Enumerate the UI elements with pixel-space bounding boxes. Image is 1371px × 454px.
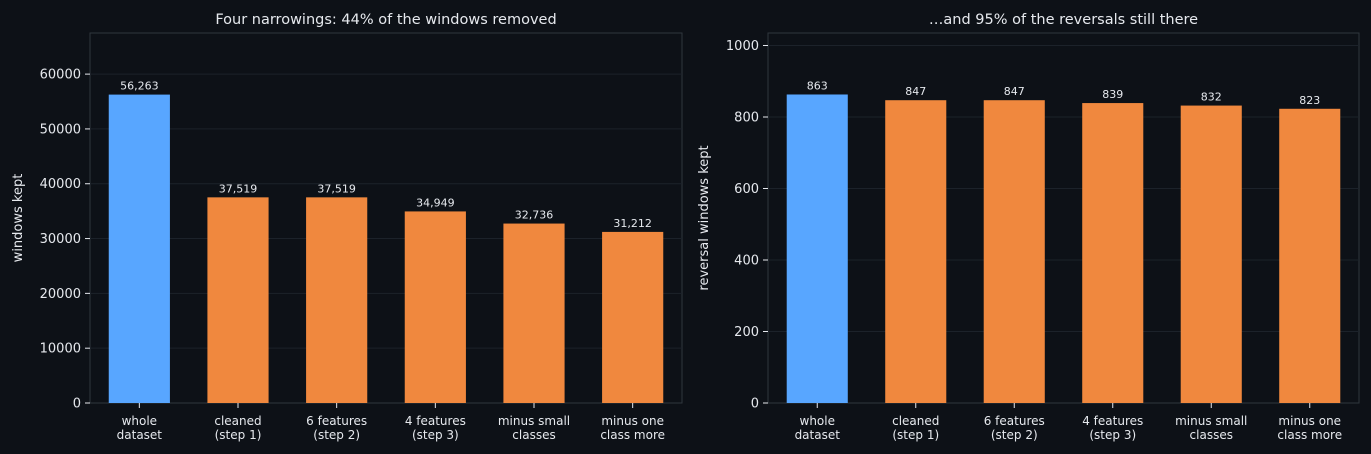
bar: [207, 197, 269, 403]
y-tick-label: 20000: [40, 287, 81, 302]
bar: [885, 100, 947, 403]
bar: [306, 197, 368, 403]
data-label: 56,263: [120, 80, 159, 93]
y-tick-label: 400: [734, 254, 759, 269]
y-tick-label: 0: [73, 397, 81, 412]
data-label: 847: [1004, 85, 1025, 98]
y-tick-label: 30000: [40, 232, 81, 247]
x-tick-label: (step 2): [313, 428, 360, 442]
x-tick-label: minus small: [498, 414, 570, 428]
x-tick-label: dataset: [795, 428, 841, 442]
x-tick-label: cleaned: [214, 414, 261, 428]
bar: [404, 211, 466, 403]
x-tick-label: 4 features: [405, 414, 466, 428]
y-tick-label: 40000: [40, 177, 81, 192]
y-tick-label: 1000: [726, 39, 759, 54]
x-tick-label: (step 3): [412, 428, 459, 442]
data-label: 37,519: [219, 182, 258, 195]
bar: [1279, 108, 1341, 403]
x-tick-label: (step 1): [215, 428, 262, 442]
data-label: 37,519: [317, 182, 356, 195]
bar: [108, 94, 170, 404]
x-tick-label: (step 3): [1089, 428, 1136, 442]
data-label: 34,949: [416, 196, 455, 209]
data-label: 32,736: [515, 209, 554, 222]
data-label: 823: [1299, 94, 1320, 107]
y-tick-label: 60000: [40, 68, 81, 83]
x-tick-label: classes: [1190, 428, 1233, 442]
x-tick-label: cleaned: [892, 414, 939, 428]
bar: [503, 223, 565, 403]
x-tick-label: minus one: [601, 414, 664, 428]
y-tick-label: 50000: [40, 122, 81, 137]
x-tick-label: whole: [800, 414, 835, 428]
bar: [1082, 103, 1144, 404]
y-tick-label: 800: [734, 111, 759, 126]
x-tick-label: class more: [1277, 428, 1342, 442]
x-tick-label: minus small: [1175, 414, 1247, 428]
y-tick-label: 600: [734, 182, 759, 197]
x-tick-label: class more: [600, 428, 665, 442]
bar: [786, 94, 848, 404]
data-label: 863: [807, 79, 828, 92]
y-axis-label: reversal windows kept: [697, 145, 712, 290]
x-tick-label: dataset: [117, 428, 163, 442]
bar: [983, 100, 1045, 403]
x-tick-label: classes: [512, 428, 555, 442]
x-tick-label: (step 1): [892, 428, 939, 442]
data-label: 31,212: [613, 217, 652, 230]
data-label: 839: [1102, 88, 1123, 101]
y-tick-label: 0: [751, 397, 759, 412]
y-tick-label: 200: [734, 325, 759, 340]
chart-title: …and 95% of the reversals still there: [929, 12, 1198, 28]
x-tick-label: 6 features: [984, 414, 1045, 428]
y-axis-label: windows kept: [11, 174, 26, 263]
plot-area: [89, 32, 683, 404]
x-tick-label: 4 features: [1082, 414, 1143, 428]
x-tick-label: (step 2): [991, 428, 1038, 442]
chart-title: Four narrowings: 44% of the windows remo…: [215, 12, 556, 28]
bar: [1180, 105, 1242, 404]
y-tick-label: 10000: [40, 342, 81, 357]
x-tick-label: minus one: [1278, 414, 1341, 428]
x-tick-label: whole: [122, 414, 157, 428]
data-label: 832: [1201, 91, 1222, 104]
data-label: 847: [905, 85, 926, 98]
plot-area: [767, 32, 1360, 404]
x-tick-label: 6 features: [306, 414, 367, 428]
bar: [602, 231, 664, 403]
